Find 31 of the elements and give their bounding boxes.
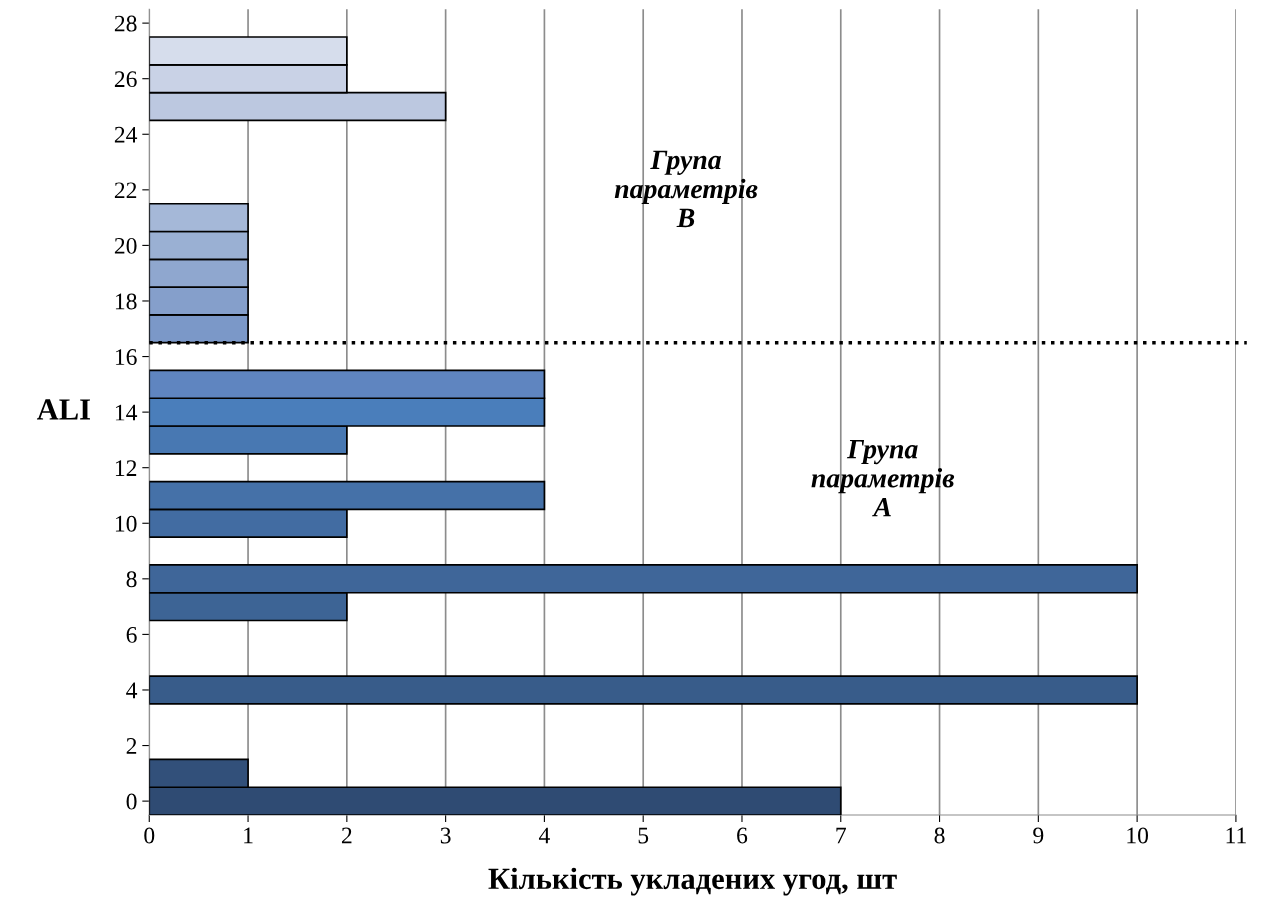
y-tick-label: 4	[126, 682, 138, 699]
x-tick-label: 6	[737, 827, 748, 844]
x-tick-label: 2	[341, 827, 352, 844]
x-tick-label: 7	[836, 827, 846, 844]
x-tick-label: 3	[440, 827, 451, 844]
y-tick-label: 10	[115, 515, 137, 532]
y-tick-label: 8	[126, 571, 137, 588]
y-tick-label: 22	[114, 182, 137, 199]
x-axis-title: Кількість укладених угод, шт	[488, 867, 897, 896]
y-tick-label: 18	[115, 293, 137, 310]
y-tick-label: 14	[115, 404, 138, 421]
x-tick-label: 8	[934, 827, 945, 844]
annotation: Група параметрів B	[614, 150, 758, 228]
y-axis-title: ALI	[36, 399, 90, 420]
y-tick-label: 28	[114, 15, 137, 32]
y-tick-label: 0	[126, 793, 137, 810]
x-tick-label: 11	[1226, 827, 1246, 844]
x-tick-label: 5	[638, 827, 649, 844]
annotation: Група параметрів A	[811, 439, 955, 517]
y-tick-label: 2	[126, 738, 137, 754]
y-tick-label: 24	[114, 126, 138, 143]
x-tick-label: 9	[1033, 827, 1044, 844]
x-tick-label: 0	[144, 827, 155, 844]
x-tick-label: 10	[1127, 827, 1149, 844]
y-tick-label: 12	[115, 460, 137, 476]
y-tick-label: 6	[126, 626, 137, 643]
y-tick-label: 16	[115, 349, 137, 365]
x-tick-label: 1	[244, 827, 253, 844]
y-tick-label: 20	[114, 237, 137, 254]
x-tick-label: 4	[538, 827, 550, 844]
y-tick-label: 26	[114, 71, 137, 88]
